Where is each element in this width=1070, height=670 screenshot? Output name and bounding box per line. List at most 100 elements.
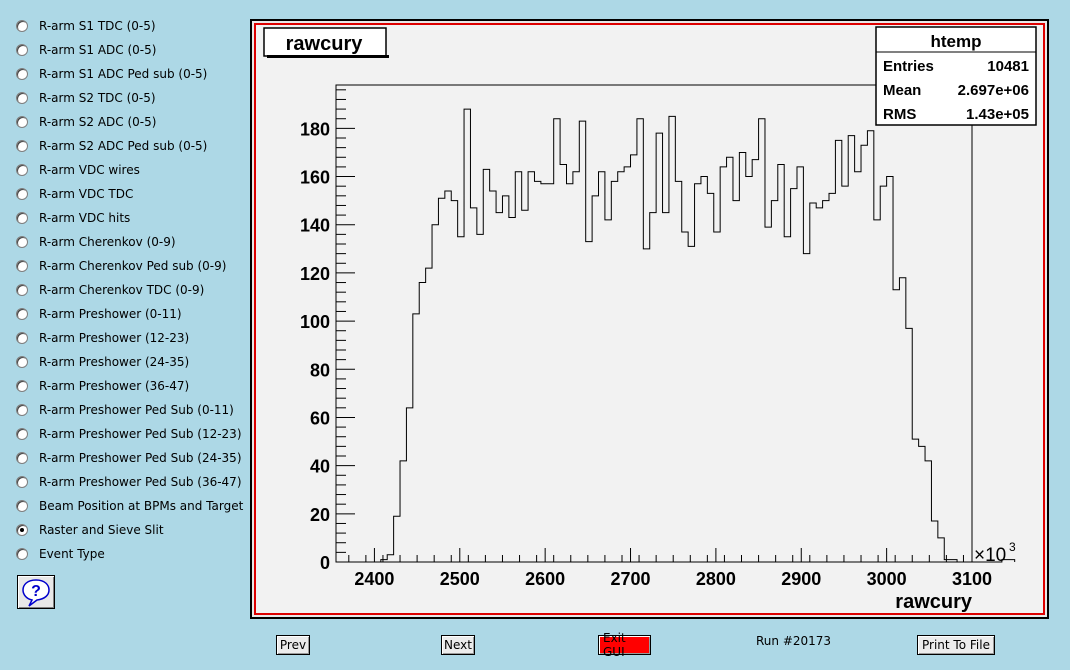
radio-selected-icon[interactable]: [16, 524, 28, 536]
radio-option-label: R-arm VDC TDC: [39, 187, 134, 201]
radio-option-label: R-arm Cherenkov (0-9): [39, 235, 176, 249]
radio-option-label: Event Type: [39, 547, 105, 561]
run-number-label: Run #20173: [756, 634, 832, 648]
radio-option[interactable]: R-arm VDC wires: [16, 158, 140, 182]
stats-row-label: Mean: [883, 82, 921, 99]
radio-option[interactable]: R-arm Preshower (12-23): [16, 326, 189, 350]
radio-option-label: R-arm Preshower (24-35): [39, 355, 190, 369]
x-tick-label: 2800: [696, 569, 736, 589]
radio-unselected-icon[interactable]: [16, 308, 28, 320]
radio-unselected-icon[interactable]: [16, 380, 28, 392]
stats-row-label: RMS: [883, 106, 916, 123]
radio-option-label: Raster and Sieve Slit: [39, 523, 164, 537]
y-tick-label: 120: [300, 264, 330, 284]
radio-unselected-icon[interactable]: [16, 164, 28, 176]
radio-option[interactable]: R-arm Cherenkov TDC (0-9): [16, 278, 204, 302]
radio-unselected-icon[interactable]: [16, 284, 28, 296]
radio-unselected-icon[interactable]: [16, 20, 28, 32]
help-button[interactable]: ?: [17, 575, 55, 609]
plot-frame: [335, 84, 973, 563]
x-axis-multiplier: ×10: [974, 545, 1006, 566]
radio-option-label: R-arm Preshower (36-47): [39, 379, 190, 393]
radio-unselected-icon[interactable]: [16, 116, 28, 128]
radio-option[interactable]: R-arm S1 TDC (0-5): [16, 14, 156, 38]
y-tick-label: 40: [310, 457, 330, 477]
radio-option-label: R-arm Preshower Ped Sub (36-47): [39, 475, 242, 489]
exit-gui-button[interactable]: Exit GUI: [598, 631, 651, 659]
stats-row-label: Entries: [883, 58, 934, 75]
y-tick-label: 60: [310, 408, 330, 428]
radio-unselected-icon[interactable]: [16, 236, 28, 248]
x-tick-label: 2400: [354, 569, 394, 589]
radio-option[interactable]: R-arm S1 ADC (0-5): [16, 38, 156, 62]
radio-option[interactable]: R-arm Preshower (0-11): [16, 302, 182, 326]
stats-row-value: 10481: [987, 58, 1029, 75]
radio-option[interactable]: R-arm S1 ADC Ped sub (0-5): [16, 62, 207, 86]
radio-unselected-icon[interactable]: [16, 188, 28, 200]
radio-unselected-icon[interactable]: [16, 212, 28, 224]
radio-option[interactable]: R-arm S2 ADC Ped sub (0-5): [16, 134, 207, 158]
print-to-file-button[interactable]: Print To File: [917, 635, 995, 655]
radio-unselected-icon[interactable]: [16, 548, 28, 560]
radio-unselected-icon[interactable]: [16, 92, 28, 104]
x-tick-label: 2700: [611, 569, 651, 589]
radio-option-label: Beam Position at BPMs and Target: [39, 499, 244, 513]
radio-unselected-icon[interactable]: [16, 260, 28, 272]
question-mark-icon: ?: [22, 579, 50, 607]
radio-option[interactable]: R-arm S2 ADC (0-5): [16, 110, 156, 134]
x-tick-label: 3000: [867, 569, 907, 589]
prev-button[interactable]: Prev: [276, 635, 310, 655]
radio-option[interactable]: R-arm Cherenkov (0-9): [16, 230, 176, 254]
stats-box-border: [875, 26, 1037, 126]
x-tick-label: 2600: [525, 569, 565, 589]
y-tick-label: 20: [310, 505, 330, 525]
next-button[interactable]: Next: [441, 635, 475, 655]
stats-row-value: 2.697e+06: [958, 82, 1029, 99]
x-axis-label: rawcury: [895, 591, 973, 613]
radio-option[interactable]: R-arm Cherenkov Ped sub (0-9): [16, 254, 226, 278]
radio-option[interactable]: R-arm Preshower Ped Sub (0-11): [16, 398, 234, 422]
x-tick-label: 3100: [952, 569, 992, 589]
radio-option-label: R-arm S2 TDC (0-5): [39, 91, 156, 105]
svg-text:?: ?: [31, 583, 41, 600]
x-tick-label: 2500: [440, 569, 480, 589]
radio-option[interactable]: R-arm Preshower Ped Sub (12-23): [16, 422, 242, 446]
radio-option[interactable]: R-arm VDC hits: [16, 206, 130, 230]
radio-unselected-icon[interactable]: [16, 404, 28, 416]
stats-box-title: htemp: [931, 32, 982, 51]
radio-option[interactable]: R-arm Preshower Ped Sub (36-47): [16, 470, 242, 494]
histogram-chart: 2400 2500 2600 2700 2800 2900 3000 3100 0 20 40 60 8…: [263, 26, 1037, 613]
y-tick-label: 0: [320, 553, 330, 573]
radio-unselected-icon[interactable]: [16, 332, 28, 344]
radio-unselected-icon[interactable]: [16, 68, 28, 80]
radio-option-label: R-arm S1 TDC (0-5): [39, 19, 156, 33]
radio-unselected-icon[interactable]: [16, 428, 28, 440]
histogram-title-box: rawcury: [263, 27, 389, 58]
radio-option[interactable]: R-arm VDC TDC: [16, 182, 133, 206]
radio-unselected-icon[interactable]: [16, 476, 28, 488]
radio-option-label: R-arm VDC wires: [39, 163, 140, 177]
radio-option-label: R-arm S2 ADC Ped sub (0-5): [39, 139, 208, 153]
radio-option[interactable]: R-arm Preshower (36-47): [16, 374, 189, 398]
canvas-frame: 2400 2500 2600 2700 2800 2900 3000 3100 0 20 40 60 8…: [250, 19, 1049, 619]
radio-unselected-icon[interactable]: [16, 356, 28, 368]
radio-unselected-icon[interactable]: [16, 500, 28, 512]
y-tick-label: 100: [300, 312, 330, 332]
radio-option[interactable]: R-arm S2 TDC (0-5): [16, 86, 156, 110]
radio-option[interactable]: Raster and Sieve Slit: [16, 518, 164, 542]
radio-option[interactable]: Beam Position at BPMs and Target: [16, 494, 243, 518]
radio-option[interactable]: R-arm Preshower (24-35): [16, 350, 189, 374]
radio-option-label: R-arm S1 ADC Ped sub (0-5): [39, 67, 208, 81]
y-tick-label: 140: [300, 216, 330, 236]
radio-option[interactable]: Event Type: [16, 542, 105, 566]
x-tick-label: 2900: [781, 569, 821, 589]
y-tick-label: 80: [310, 360, 330, 380]
radio-unselected-icon[interactable]: [16, 44, 28, 56]
radio-unselected-icon[interactable]: [16, 140, 28, 152]
histogram-canvas[interactable]: 2400 2500 2600 2700 2800 2900 3000 3100 0 20 40 60 8…: [254, 23, 1045, 615]
radio-option-label: R-arm Preshower Ped Sub (24-35): [39, 451, 242, 465]
radio-option-label: R-arm Preshower (0-11): [39, 307, 182, 321]
radio-unselected-icon[interactable]: [16, 452, 28, 464]
y-tick-label: 180: [300, 119, 330, 139]
radio-option[interactable]: R-arm Preshower Ped Sub (24-35): [16, 446, 242, 470]
